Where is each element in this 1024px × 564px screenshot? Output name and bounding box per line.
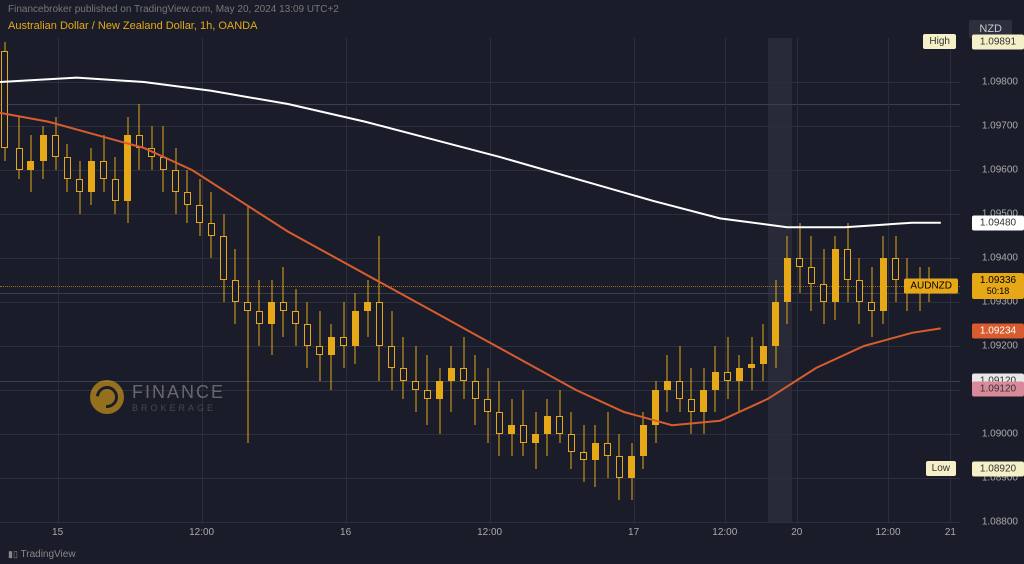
low-label: Low	[926, 461, 956, 476]
xtick: 17	[628, 527, 639, 538]
tradingview-attribution: ▮▯ TradingView	[8, 549, 76, 560]
price-label: 1.0933650:18	[972, 273, 1024, 299]
xtick: 12:00	[477, 527, 502, 538]
watermark-main: FINANCE	[132, 382, 225, 403]
xtick: 16	[340, 527, 351, 538]
watermark-sub: BROKERAGE	[132, 403, 225, 413]
xtick: 21	[945, 527, 956, 538]
ytick: 1.09600	[982, 165, 1018, 176]
ytick: 1.09000	[982, 429, 1018, 440]
high-label: High	[923, 34, 956, 49]
xtick: 20	[791, 527, 802, 538]
ytick: 1.09400	[982, 253, 1018, 264]
price-label: 1.09891	[972, 34, 1024, 49]
price-label: 1.08920	[972, 462, 1024, 477]
xtick: 12:00	[875, 527, 900, 538]
price-axis[interactable]: 1.088001.089001.090001.091001.092001.093…	[960, 38, 1024, 522]
xtick: 12:00	[712, 527, 737, 538]
price-label: 1.09234	[972, 324, 1024, 339]
ytick: 1.09200	[982, 341, 1018, 352]
time-axis[interactable]: 15 12:00 16 12:00 17 12:00 20 12:00 21	[0, 518, 960, 538]
chart-area[interactable]: HighLow	[0, 38, 960, 522]
ytick: 1.09800	[982, 77, 1018, 88]
xtick: 15	[52, 527, 63, 538]
price-label: 1.09480	[972, 215, 1024, 230]
logo-icon	[90, 380, 124, 414]
xtick: 12:00	[189, 527, 214, 538]
price-label: 1.09120	[972, 381, 1024, 396]
ytick: 1.09700	[982, 121, 1018, 132]
watermark-logo: FINANCE BROKERAGE	[90, 380, 225, 414]
ytick: 1.08800	[982, 517, 1018, 528]
publish-info: Financebroker published on TradingView.c…	[8, 4, 339, 15]
ticker-badge: AUDNZD	[904, 279, 958, 294]
pair-title: Australian Dollar / New Zealand Dollar, …	[8, 20, 257, 32]
